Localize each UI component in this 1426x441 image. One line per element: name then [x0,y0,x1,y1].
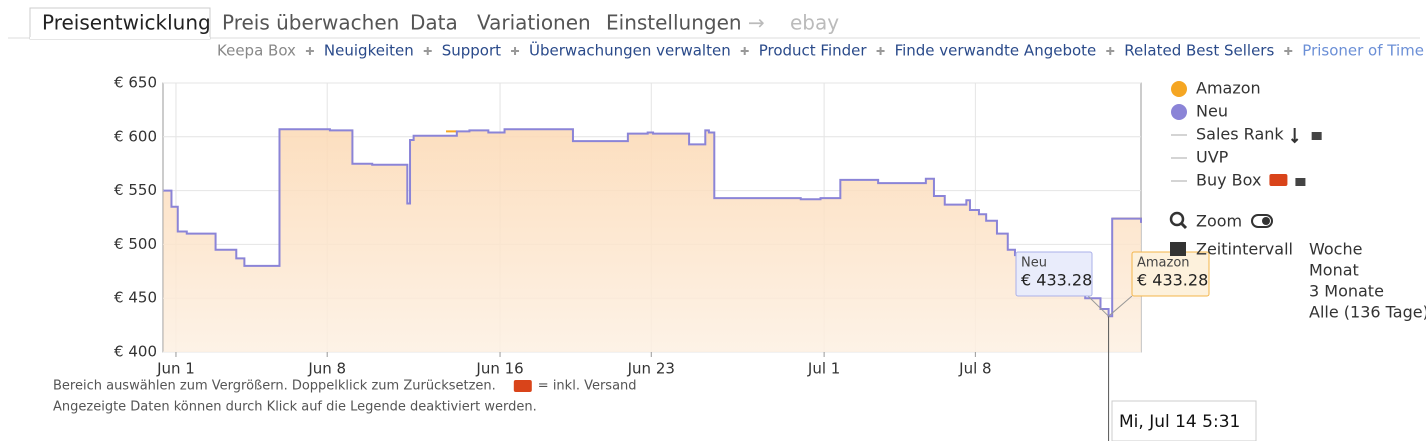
zoom-toggle-knob [1262,217,1270,225]
y-tick-label: € 600 [114,127,157,145]
x-tick-label: Jun 8 [307,360,346,378]
tooltip-value: € 433.28 [1021,271,1092,290]
legend-marker [1171,104,1187,120]
nav-link[interactable]: Related Best Sellers [1124,42,1274,60]
zoom-icon-handle [1179,221,1188,230]
area [163,129,1141,352]
tooltip-name: Amazon [1137,256,1190,271]
x-tick-label: Jun 16 [475,360,523,378]
zoom-label[interactable]: Zoom [1196,212,1242,231]
tab[interactable]: Preisentwicklung [42,11,211,35]
tab[interactable]: Einstellungen [606,11,742,35]
tooltip-connector [1108,295,1133,317]
y-tick-label: € 400 [114,343,157,361]
tooltip-name: Neu [1021,256,1047,271]
nav-link[interactable]: Neuigkeiten [324,42,414,60]
tooltip-connector [1087,295,1109,317]
interval-label: Zeitintervall [1196,240,1293,259]
note: Bereich auswählen zum Vergrößern. Doppel… [53,379,496,394]
nav-link[interactable]: Überwachungen verwalten [529,41,731,60]
lock-icon [1311,132,1322,140]
separator-icon [876,47,885,55]
tab[interactable]: Preis überwachen [222,11,399,35]
separator-icon [740,47,749,55]
nav-link[interactable]: Prisoner of Time [1302,42,1424,60]
separator-icon [1106,47,1115,55]
crosshair-label-box [1111,400,1257,441]
separator-icon [511,47,520,55]
calendar-icon [1170,242,1186,256]
x-tick-label: Jun 1 [156,360,195,378]
y-tick-label: € 650 [114,74,157,92]
sort-icon [1290,128,1299,144]
note: = inkl. Versand [538,379,637,394]
y-tick-label: € 450 [114,289,157,307]
tooltip-box [1015,251,1093,297]
legend-label[interactable]: Sales Rank [1196,125,1284,144]
series-line [163,128,1142,318]
x-tick-label: Jun 23 [627,360,675,378]
separator-icon [423,47,432,55]
nav-link[interactable]: Product Finder [759,42,868,60]
nav-link[interactable]: Support [442,42,501,60]
x-tick-label: Jul 8 [958,360,991,378]
nav-link: Keepa Box [217,42,296,60]
legend-label[interactable]: Amazon [1196,79,1261,98]
interval-option[interactable]: Monat [1309,261,1359,280]
legend-marker [1171,81,1187,97]
y-tick-label: € 550 [114,181,157,199]
zoom-icon [1169,211,1185,227]
interval-option[interactable]: Alle (136 Tage) [1309,303,1426,322]
interval-option[interactable]: 3 Monate [1309,282,1384,301]
tab[interactable]: Data [410,11,458,35]
lock-icon [1295,178,1306,186]
nav-link[interactable]: Finde verwandte Angebote [895,42,1097,60]
tab[interactable]: Variationen [477,11,591,35]
legend-label[interactable]: Neu [1196,102,1228,121]
crosshair-label: Mi, Jul 14 5:31 [1119,412,1240,432]
truck-icon [1269,174,1288,186]
y-tick-label: € 500 [114,235,157,253]
legend-label[interactable]: Buy Box [1196,171,1261,190]
tab: ebay [790,11,839,35]
separator-icon [305,47,314,55]
tooltip-value: € 433.28 [1137,271,1208,290]
interval-option[interactable]: Woche [1309,240,1362,259]
separator-icon [1284,47,1293,55]
tab: → [748,11,765,35]
legend-label[interactable]: UVP [1196,148,1229,167]
note: Angezeigte Daten können durch Klick auf … [53,400,537,415]
truck-icon [513,380,532,392]
x-tick-label: Jul 1 [807,360,840,378]
